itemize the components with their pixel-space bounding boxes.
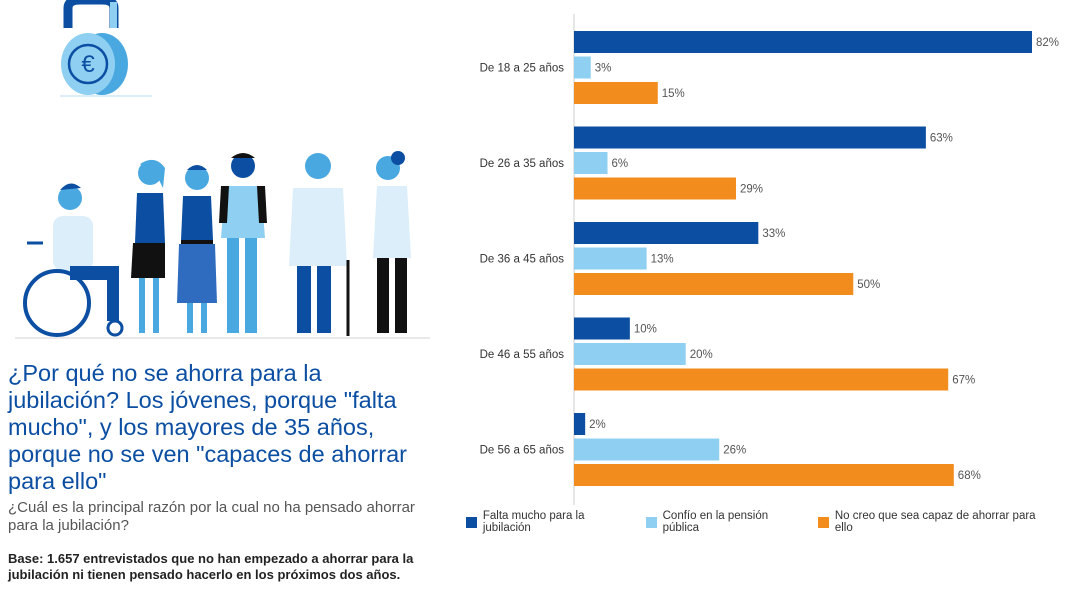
- bar-value-label: 68%: [958, 470, 981, 482]
- legend-item-series-1: Falta mucho para la jubilación: [466, 510, 634, 534]
- bar: [574, 222, 759, 244]
- category-label: De 36 a 45 años: [480, 254, 565, 266]
- bar: [574, 317, 630, 340]
- bar-value-label: 63%: [930, 133, 953, 145]
- people-illustration: [15, 151, 430, 339]
- woman-figure-3: [373, 151, 411, 333]
- headline: ¿Por qué no se ahorra para la jubilación…: [8, 360, 407, 494]
- category-label: De 56 a 65 años: [480, 445, 565, 457]
- bar: [574, 126, 926, 149]
- legend-swatch-series-3: [817, 516, 829, 528]
- legend-label-series-1: Falta mucho para la jubilación: [482, 510, 585, 534]
- category-label: De 26 a 35 años: [480, 158, 565, 170]
- legend-label-series-2: Confío en la pensión pública: [662, 510, 769, 534]
- bar-value-label: 10%: [634, 324, 657, 336]
- survey-question: ¿Cuál es la principal razón por la cual …: [8, 499, 415, 534]
- woman-figure-1: [131, 159, 165, 333]
- bar: [574, 438, 720, 461]
- bar-value-label: 15%: [662, 88, 685, 100]
- bar: [574, 368, 949, 391]
- bar-value-label: 6%: [612, 158, 629, 170]
- bar: [574, 343, 686, 365]
- bar-value-label: 3%: [595, 63, 612, 75]
- bar: [574, 247, 647, 270]
- bar-value-label: 13%: [651, 254, 674, 266]
- category-label: De 46 a 55 años: [480, 349, 565, 361]
- bar-value-label: 26%: [723, 445, 746, 457]
- bar: [574, 413, 586, 435]
- bar: [574, 56, 591, 79]
- bar: [574, 273, 854, 295]
- bar: [574, 31, 1032, 53]
- chart-legend: Falta mucho para la jubilación Confío en…: [466, 510, 1066, 534]
- bar-chart: De 18 a 25 años 82% 3% 15% De 26 a 35 años 63…: [480, 14, 1059, 505]
- bar-value-label: 20%: [690, 349, 713, 361]
- category-label: De 18 a 25 años: [480, 63, 565, 75]
- legend-swatch-series-2: [645, 516, 657, 528]
- bar: [574, 82, 658, 104]
- legend-swatch-series-1: [466, 516, 477, 528]
- bar-value-label: 2%: [589, 419, 606, 431]
- legend-item-series-3: No creo que sea capaz de ahorrar para el…: [817, 510, 1054, 534]
- bar-value-label: 33%: [762, 228, 785, 240]
- bar: [574, 152, 608, 174]
- bar: [574, 464, 954, 486]
- bar: [574, 177, 736, 200]
- legend-item-series-2: Confío en la pensión pública: [645, 510, 806, 534]
- woman-figure-2: [177, 165, 217, 333]
- bar-value-label: 50%: [857, 279, 880, 291]
- bar-value-label: 29%: [740, 184, 763, 196]
- elderly-man-figure: [289, 153, 350, 336]
- coin-padlock-illustration: €: [60, 0, 152, 97]
- svg-text:€: €: [81, 51, 95, 78]
- sample-base-note: Base: 1.657 entrevistados que no han emp…: [8, 551, 414, 582]
- man-figure-1: [219, 153, 267, 333]
- legend-label-series-3: No creo que sea capaz de ahorrar para el…: [834, 510, 1036, 534]
- bar-value-label: 67%: [952, 375, 975, 387]
- bar-value-label: 82%: [1036, 37, 1059, 49]
- wheelchair-person-figure: [23, 183, 124, 337]
